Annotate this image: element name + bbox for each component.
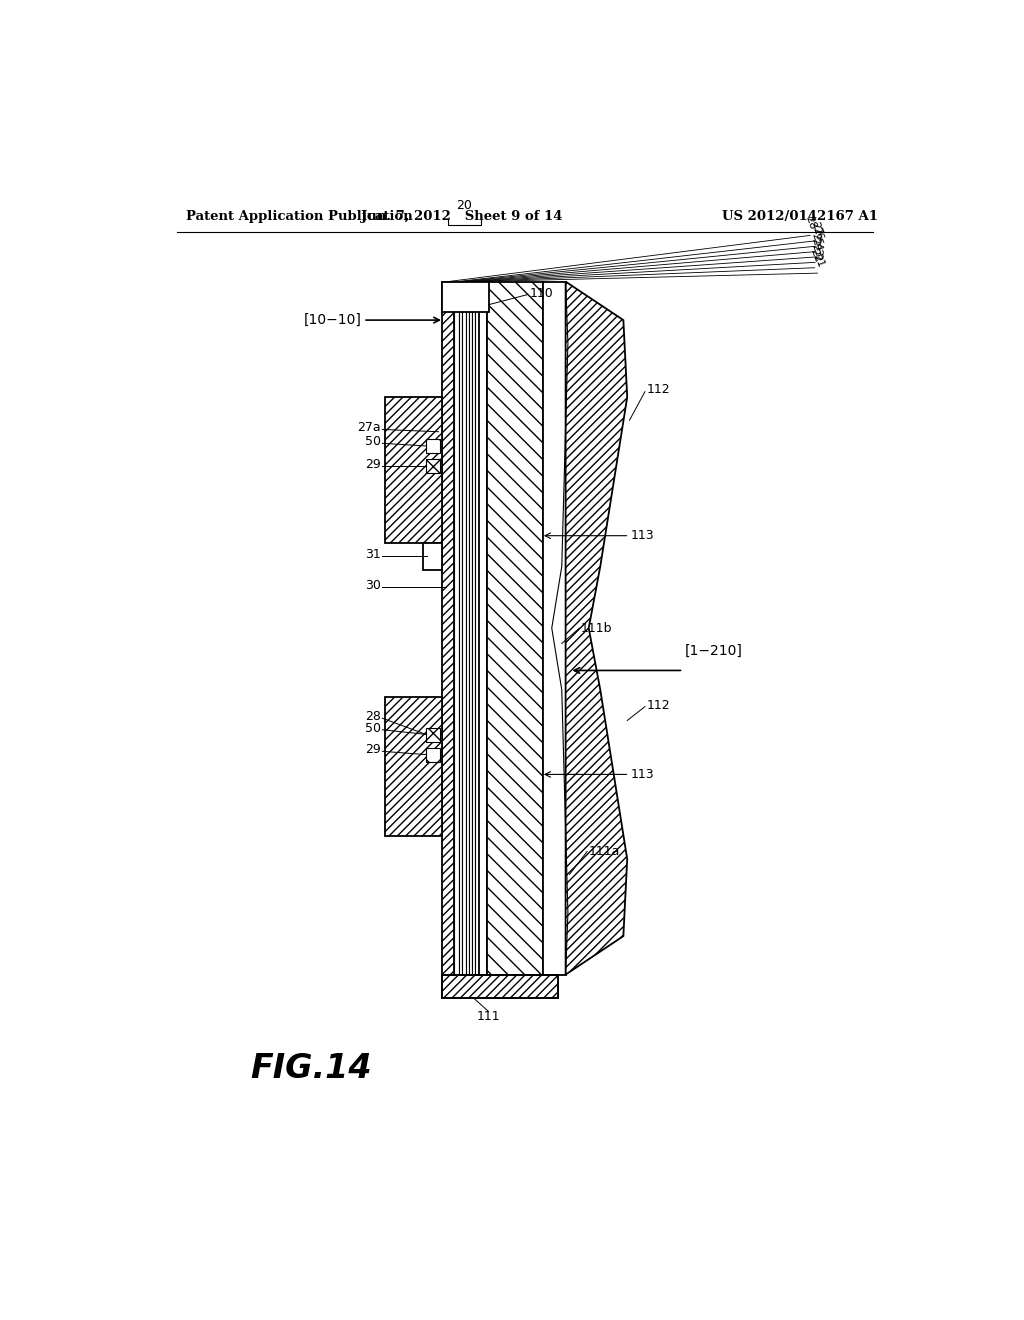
Text: 29: 29 (366, 458, 381, 471)
Text: 23: 23 (809, 242, 823, 259)
Text: 111b: 111b (581, 622, 612, 635)
Bar (426, 440, 440, 453)
Text: 111: 111 (477, 1010, 501, 1023)
Text: 30: 30 (365, 579, 381, 593)
Text: 50: 50 (365, 436, 381, 449)
Text: Patent Application Publication: Patent Application Publication (186, 210, 413, 223)
Bar (442, 281, 489, 313)
Text: Jun. 7, 2012   Sheet 9 of 14: Jun. 7, 2012 Sheet 9 of 14 (360, 210, 562, 223)
Text: 25: 25 (810, 231, 823, 248)
Text: 112: 112 (646, 698, 670, 711)
Bar (454, 281, 460, 974)
Text: 112: 112 (646, 383, 670, 396)
Bar (423, 544, 442, 570)
Bar (442, 974, 558, 998)
Bar (472, 281, 475, 974)
Bar (385, 397, 442, 544)
Bar (478, 281, 487, 974)
Bar (442, 974, 558, 998)
Bar (475, 281, 478, 974)
Text: 26: 26 (810, 226, 824, 243)
Bar (466, 281, 469, 974)
Text: 28: 28 (365, 710, 381, 723)
Text: 113: 113 (631, 768, 654, 781)
Text: 27: 27 (810, 220, 823, 238)
Bar (426, 459, 440, 474)
Text: 21: 21 (811, 252, 825, 269)
Bar (426, 729, 440, 742)
Bar (426, 748, 440, 762)
Text: 111a: 111a (589, 845, 621, 858)
Bar (463, 281, 466, 974)
Bar (385, 697, 442, 836)
Text: 113: 113 (631, 529, 654, 543)
Text: FIG.14: FIG.14 (250, 1052, 372, 1085)
Text: 22: 22 (808, 247, 822, 264)
Text: 50: 50 (365, 722, 381, 735)
Text: 31: 31 (366, 548, 381, 561)
Text: 29: 29 (366, 743, 381, 756)
Text: US 2012/0142167 A1: US 2012/0142167 A1 (723, 210, 879, 223)
Text: [1−210]: [1−210] (685, 644, 742, 659)
Text: 24: 24 (809, 236, 823, 253)
Text: [10−10]: [10−10] (304, 313, 361, 327)
Bar (442, 281, 454, 974)
Bar (543, 281, 565, 974)
Text: 20: 20 (457, 199, 472, 213)
Bar (469, 281, 472, 974)
Text: 28: 28 (804, 215, 818, 231)
Text: 27a: 27a (357, 421, 381, 434)
Polygon shape (565, 281, 628, 974)
Text: 110: 110 (529, 286, 553, 300)
Bar (487, 281, 543, 974)
Bar (460, 281, 463, 974)
